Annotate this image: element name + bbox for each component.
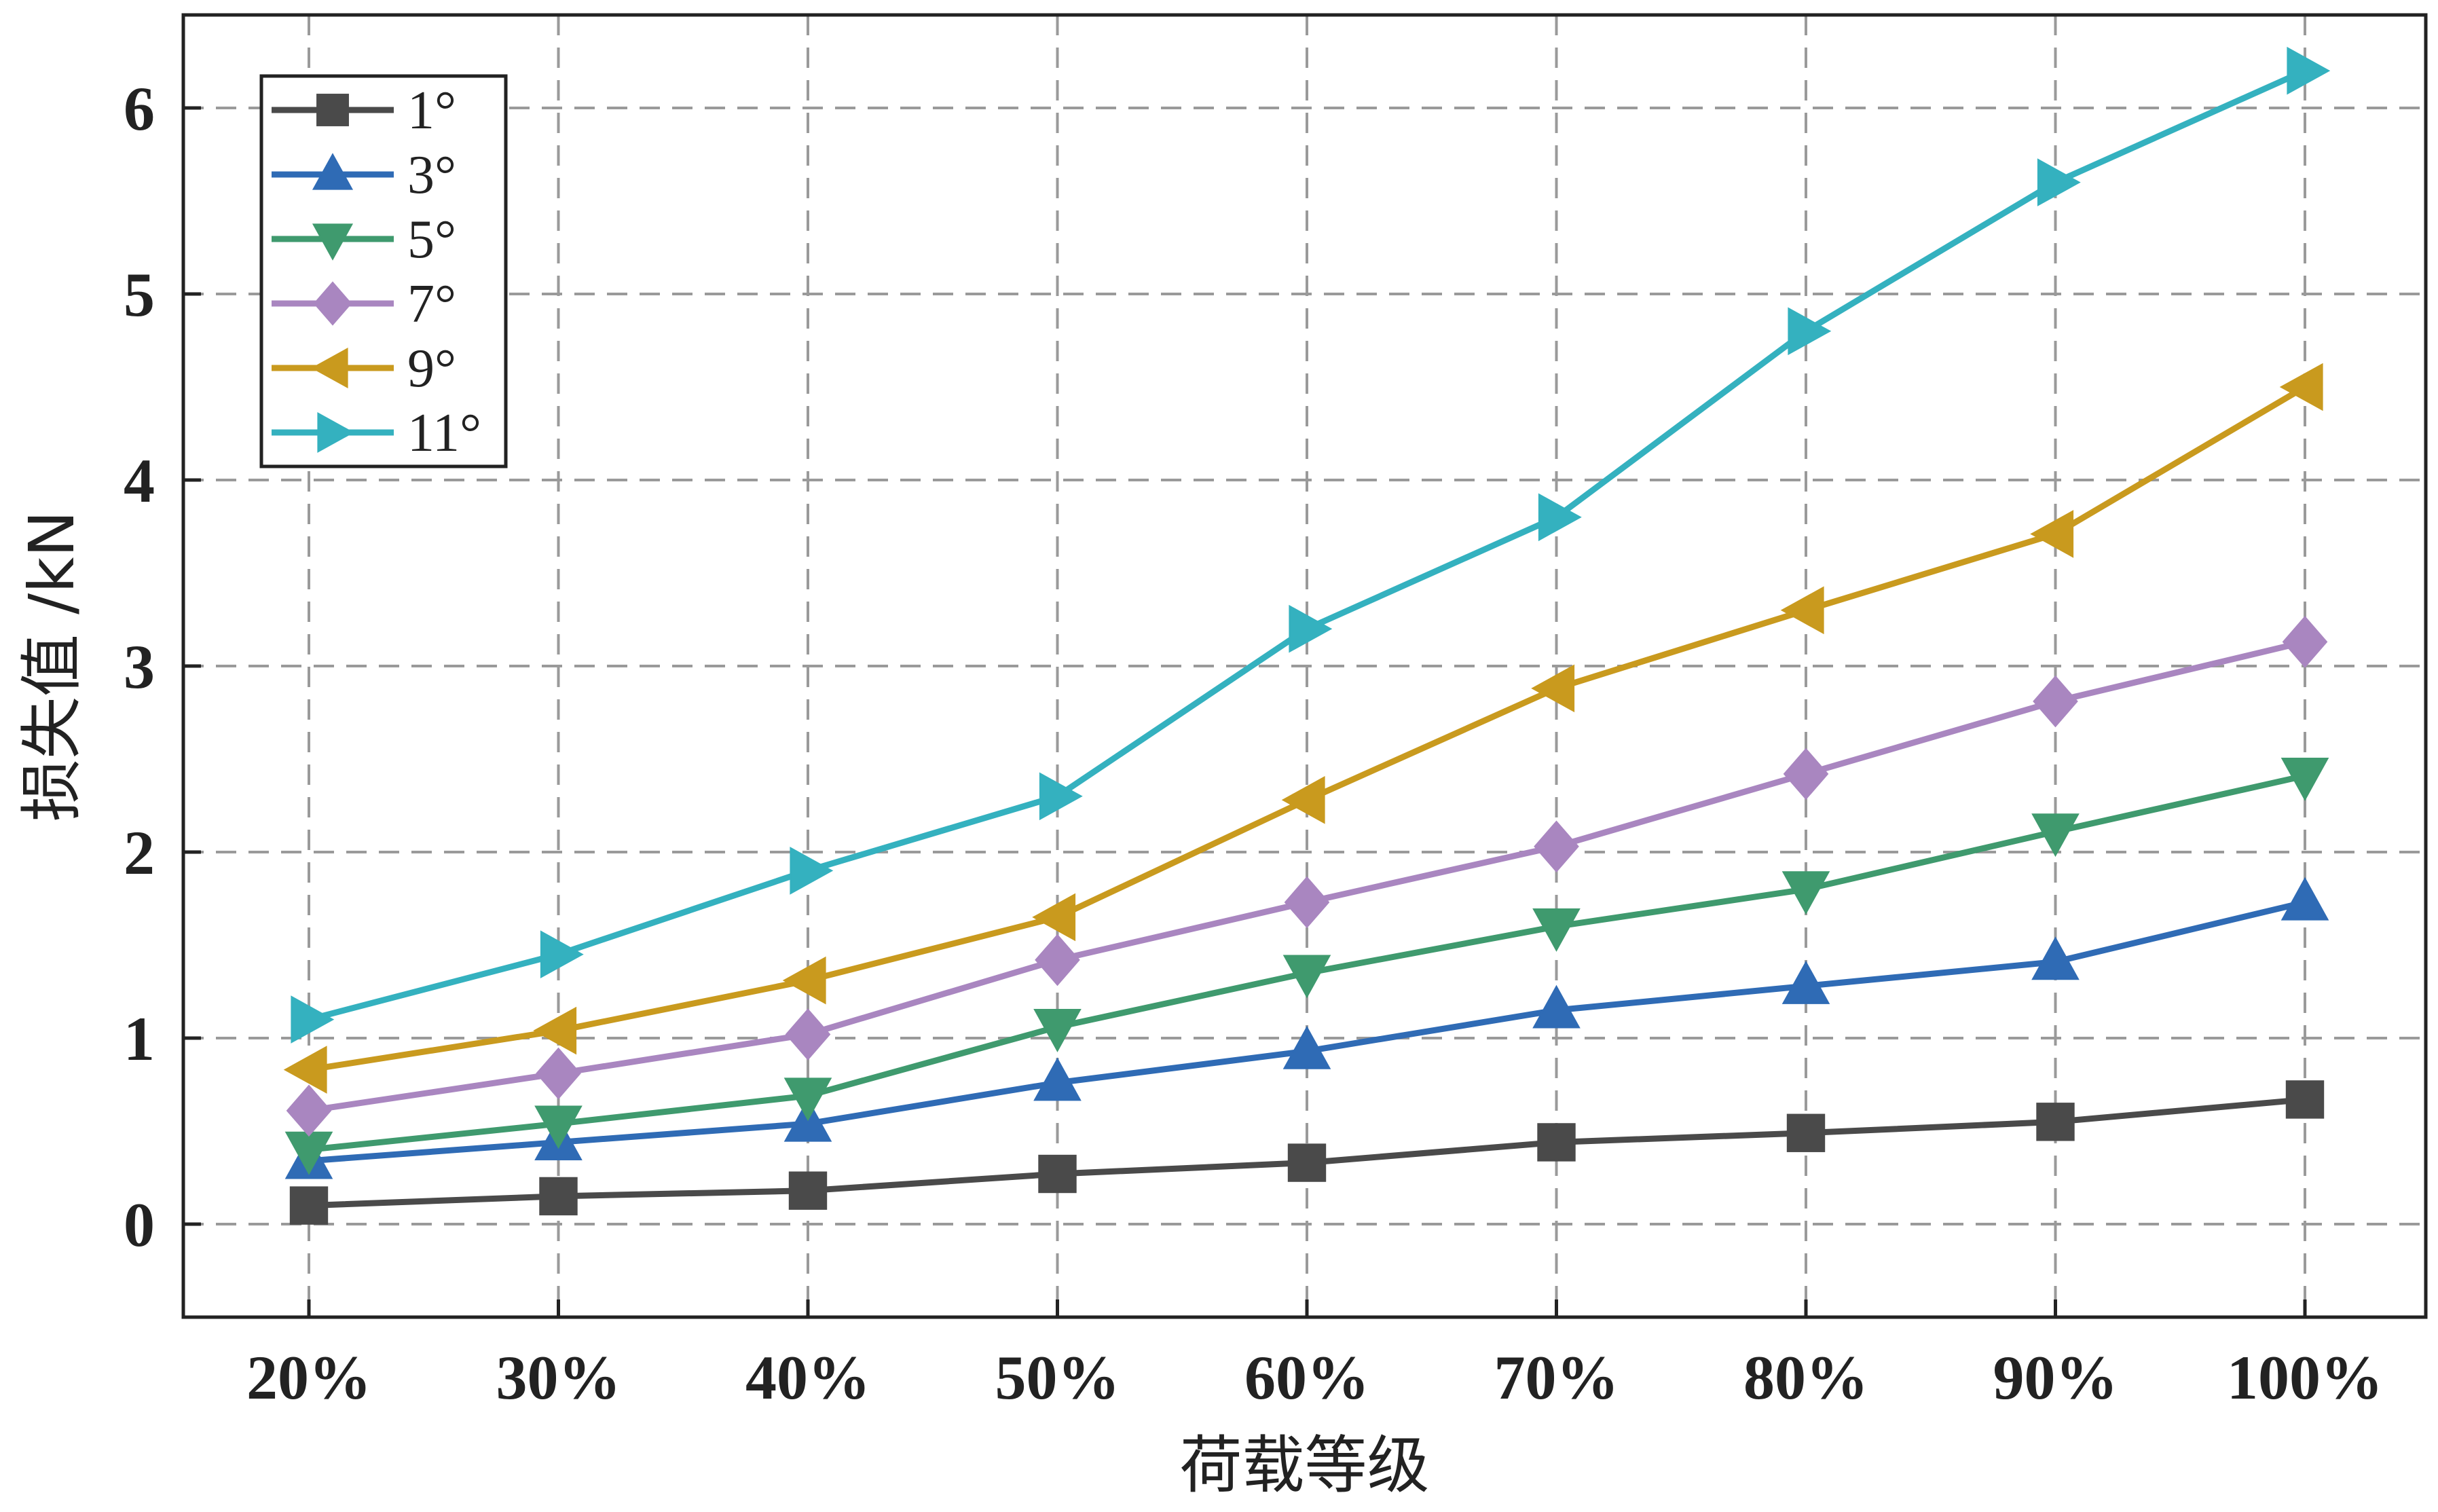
- series-layer: [283, 46, 2331, 1225]
- x-tick-label: 100%: [2227, 1343, 2383, 1412]
- y-tick-label: 3: [124, 632, 155, 701]
- data-point: [1537, 1123, 1576, 1162]
- data-point: [289, 1186, 329, 1225]
- x-tick-label: 20%: [246, 1343, 371, 1412]
- data-point: [283, 1046, 327, 1094]
- data-point: [1032, 893, 1076, 942]
- data-point: [1033, 1057, 1082, 1101]
- legend-marker: [312, 153, 354, 190]
- data-point: [2280, 758, 2329, 801]
- data-point: [1033, 1008, 1082, 1052]
- x-tick-label: 40%: [745, 1343, 870, 1412]
- data-point: [286, 1084, 332, 1137]
- legend-label: 1°: [407, 81, 456, 141]
- legend-marker: [312, 223, 354, 261]
- y-tick-label: 5: [124, 260, 155, 329]
- data-point: [1038, 1154, 1077, 1194]
- legend-label: 9°: [407, 339, 456, 399]
- series-6: [291, 46, 2331, 1044]
- data-point: [1534, 820, 1579, 873]
- data-point: [1788, 307, 1832, 356]
- data-point: [539, 1177, 578, 1216]
- data-point: [540, 930, 584, 978]
- data-point: [1035, 934, 1080, 987]
- data-point: [1781, 961, 1830, 1004]
- data-point: [2031, 813, 2080, 858]
- x-tick-label: 30%: [496, 1343, 621, 1412]
- legend-item: 7°: [272, 274, 456, 334]
- data-point: [1282, 1025, 1331, 1069]
- legend-item: 9°: [272, 339, 456, 399]
- data-point: [1531, 664, 1575, 713]
- x-tick-label: 50%: [995, 1343, 1120, 1412]
- data-point: [1783, 748, 1829, 800]
- data-point: [536, 1047, 581, 1100]
- data-point: [1532, 908, 1581, 952]
- data-point: [2030, 510, 2074, 558]
- data-point: [1287, 1143, 1327, 1182]
- legend-item: 11°: [272, 403, 481, 463]
- series-1: [289, 1080, 2325, 1225]
- data-point: [2036, 1103, 2075, 1141]
- legend-marker: [311, 347, 348, 389]
- data-point: [2033, 675, 2078, 728]
- legend-marker: [316, 94, 349, 126]
- data-point: [1281, 775, 1325, 824]
- data-point: [783, 1077, 832, 1122]
- x-tick-label: 60%: [1244, 1343, 1369, 1412]
- series-4: [286, 616, 2328, 1137]
- x-tick-label: 70%: [1494, 1343, 1619, 1412]
- series-5: [283, 363, 2323, 1094]
- y-tick-label: 6: [124, 74, 155, 143]
- data-point: [291, 995, 335, 1044]
- y-tick-label: 2: [124, 818, 155, 887]
- legend-box: [259, 74, 508, 468]
- legend-marker: [317, 411, 354, 454]
- data-point: [1289, 604, 1333, 653]
- y-axis-title: 损失值 /kN: [16, 511, 88, 822]
- data-point: [1282, 955, 1331, 999]
- data-point: [785, 1008, 831, 1061]
- data-point: [2282, 616, 2328, 668]
- data-point: [1284, 876, 1330, 929]
- legend-marker: [313, 281, 352, 326]
- legend-label: 3°: [407, 145, 456, 205]
- data-point: [1532, 984, 1581, 1029]
- data-point: [782, 956, 826, 1005]
- data-point: [788, 1171, 828, 1210]
- legend-item: 1°: [272, 81, 456, 141]
- data-point: [533, 1006, 577, 1055]
- legend-item: 3°: [272, 145, 456, 205]
- x-tick-label: 90%: [1993, 1343, 2118, 1412]
- y-tick-label: 0: [124, 1190, 155, 1259]
- data-point: [1039, 772, 1083, 821]
- y-tick-label: 1: [124, 1004, 155, 1073]
- legend-item: 5°: [272, 210, 456, 270]
- x-axis-ticks: 20% 30% 40% 50% 60% 70% 80% 90% 100%: [246, 1299, 2383, 1412]
- legend-label: 7°: [407, 274, 456, 334]
- legend-label: 5°: [407, 210, 456, 270]
- data-point: [790, 847, 834, 895]
- y-tick-label: 4: [124, 446, 155, 515]
- data-point: [2037, 158, 2081, 206]
- y-axis-ticks: 0 1 2 3 4 5 6: [124, 74, 201, 1259]
- data-point: [1538, 493, 1582, 542]
- legend: 1°3°5°7°9°11°: [259, 74, 508, 468]
- data-point: [2280, 877, 2329, 921]
- data-point: [1780, 586, 1824, 635]
- data-point: [2287, 46, 2331, 95]
- data-point: [534, 1105, 583, 1149]
- data-point: [1781, 871, 1830, 915]
- data-point: [2285, 1080, 2325, 1119]
- data-point: [1786, 1113, 1826, 1152]
- data-point: [2279, 363, 2323, 411]
- x-tick-label: 80%: [1743, 1343, 1868, 1412]
- x-axis-title: 荷载等级: [1179, 1429, 1429, 1502]
- legend-label: 11°: [407, 403, 481, 463]
- data-point: [2031, 936, 2080, 980]
